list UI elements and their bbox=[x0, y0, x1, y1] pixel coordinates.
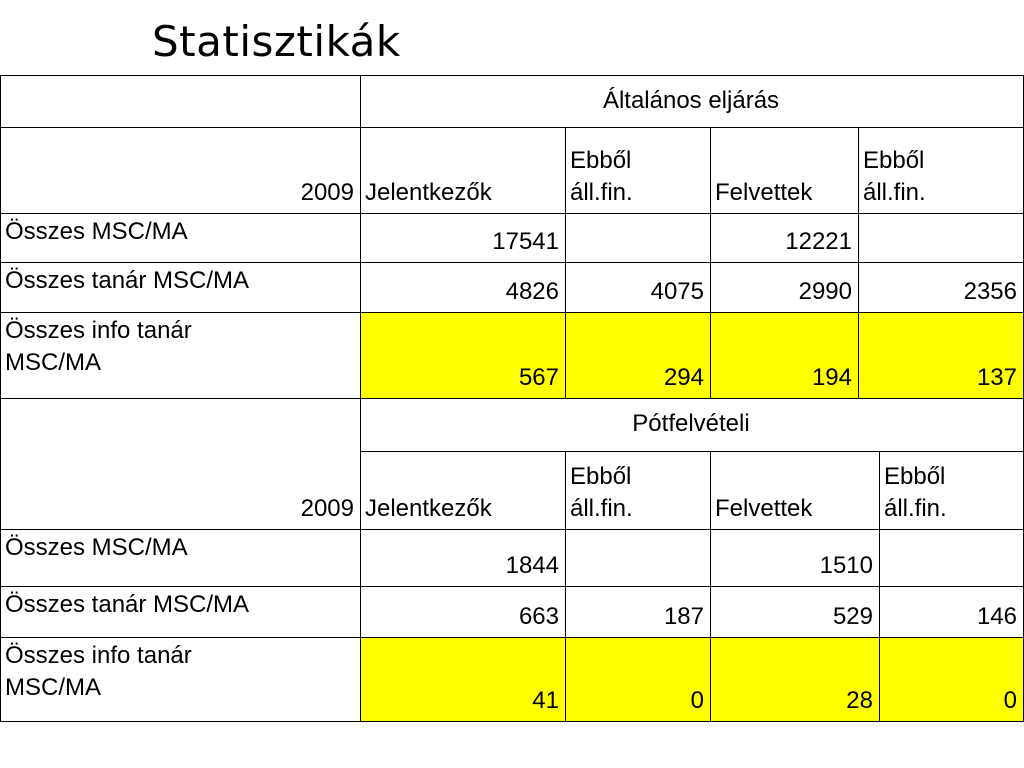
group-header-label: Általános eljárás bbox=[602, 86, 780, 114]
row-label: Összes tanár MSC/MA bbox=[0, 587, 361, 638]
statistics-table: Általános eljárás 2009 Jelentkezők Ebből… bbox=[0, 75, 1024, 722]
column-header-label: Jelentkezők bbox=[365, 495, 492, 522]
table-cell bbox=[566, 214, 711, 263]
cell-value: 529 bbox=[832, 603, 873, 630]
column-header: Jelentkezők bbox=[361, 128, 566, 214]
cell-value: 0 bbox=[690, 687, 704, 714]
cell-value: 0 bbox=[1003, 687, 1017, 714]
table-cell: 2990 bbox=[711, 263, 859, 313]
cell-value: 1510 bbox=[819, 552, 873, 579]
table-cell: 12221 bbox=[711, 214, 859, 263]
row-label: Összes MSC/MA bbox=[0, 530, 361, 587]
cell-value: 2990 bbox=[798, 278, 852, 305]
row-label: Összes MSC/MA bbox=[0, 214, 361, 263]
table-cell: 2356 bbox=[859, 263, 1024, 313]
cell-value: 194 bbox=[811, 364, 852, 391]
table-cell: 4826 bbox=[361, 263, 566, 313]
highlighted-cell: 28 bbox=[711, 638, 880, 722]
table-cell bbox=[566, 530, 711, 587]
table-cell: 663 bbox=[361, 587, 566, 638]
table-cell: 1510 bbox=[711, 530, 880, 587]
table-cell bbox=[880, 530, 1024, 587]
cell-value: 28 bbox=[846, 687, 873, 714]
year-label: 2009 bbox=[300, 495, 354, 522]
column-header-label: Ebből áll.fin. bbox=[570, 463, 633, 522]
row-label-text: Összes info tanár MSC/MA bbox=[5, 642, 192, 701]
group-header-supplementary: Pótfelvételi bbox=[361, 399, 1024, 452]
column-header-label: Ebből áll.fin. bbox=[884, 463, 947, 522]
corner-cell bbox=[0, 75, 361, 128]
cell-value: 146 bbox=[976, 603, 1017, 630]
highlighted-cell: 137 bbox=[859, 313, 1024, 399]
group-header-general: Általános eljárás bbox=[361, 75, 1024, 128]
group-header-label: Pótfelvételi bbox=[632, 410, 750, 437]
page-title: Statisztikák bbox=[152, 17, 401, 66]
cell-value: 17541 bbox=[492, 228, 559, 255]
highlighted-cell: 0 bbox=[880, 638, 1024, 722]
cell-value: 137 bbox=[976, 364, 1017, 391]
row-label-text: Összes MSC/MA bbox=[5, 218, 188, 245]
cell-value: 1844 bbox=[505, 552, 559, 579]
column-header-label: Felvettek bbox=[715, 495, 813, 522]
cell-value: 4075 bbox=[650, 278, 704, 305]
cell-value: 567 bbox=[518, 364, 559, 391]
column-header: Felvettek bbox=[711, 128, 859, 214]
column-header: Ebből áll.fin. bbox=[566, 452, 711, 530]
row-label-text: Összes tanár MSC/MA bbox=[5, 267, 250, 294]
highlighted-cell: 567 bbox=[361, 313, 566, 399]
table-cell bbox=[859, 214, 1024, 263]
row-label-text: Összes MSC/MA bbox=[5, 534, 188, 561]
highlighted-cell: 0 bbox=[566, 638, 711, 722]
cell-value: 187 bbox=[663, 603, 704, 630]
table-cell: 529 bbox=[711, 587, 880, 638]
table-cell: 187 bbox=[566, 587, 711, 638]
column-header: Jelentkezők bbox=[361, 452, 566, 530]
table-cell: 146 bbox=[880, 587, 1024, 638]
column-header-label: Ebből áll.fin. bbox=[570, 147, 633, 206]
year-cell: 2009 bbox=[0, 128, 361, 214]
highlighted-cell: 41 bbox=[361, 638, 566, 722]
column-header-label: Jelentkezők bbox=[365, 179, 492, 206]
column-header: Felvettek bbox=[711, 452, 880, 530]
row-label-text: Összes info tanár MSC/MA bbox=[5, 317, 192, 376]
year-cell: 2009 bbox=[0, 399, 361, 530]
year-label: 2009 bbox=[300, 179, 354, 206]
column-header-label: Ebből áll.fin. bbox=[863, 147, 926, 206]
cell-value: 4826 bbox=[505, 278, 559, 305]
highlighted-cell: 294 bbox=[566, 313, 711, 399]
highlighted-cell: 194 bbox=[711, 313, 859, 399]
row-label-text: Összes tanár MSC/MA bbox=[5, 591, 250, 618]
table-cell: 4075 bbox=[566, 263, 711, 313]
row-label: Összes tanár MSC/MA bbox=[0, 263, 361, 313]
cell-value: 2356 bbox=[963, 278, 1017, 305]
row-label: Összes info tanár MSC/MA bbox=[0, 313, 361, 399]
column-header-label: Felvettek bbox=[715, 179, 813, 206]
cell-value: 663 bbox=[518, 603, 559, 630]
table-cell: 1844 bbox=[361, 530, 566, 587]
column-header: Ebből áll.fin. bbox=[859, 128, 1024, 214]
column-header: Ebből áll.fin. bbox=[880, 452, 1024, 530]
cell-value: 12221 bbox=[785, 228, 852, 255]
row-label: Összes info tanár MSC/MA bbox=[0, 638, 361, 722]
column-header: Ebből áll.fin. bbox=[566, 128, 711, 214]
cell-value: 41 bbox=[532, 687, 559, 714]
cell-value: 294 bbox=[663, 364, 704, 391]
table-cell: 17541 bbox=[361, 214, 566, 263]
